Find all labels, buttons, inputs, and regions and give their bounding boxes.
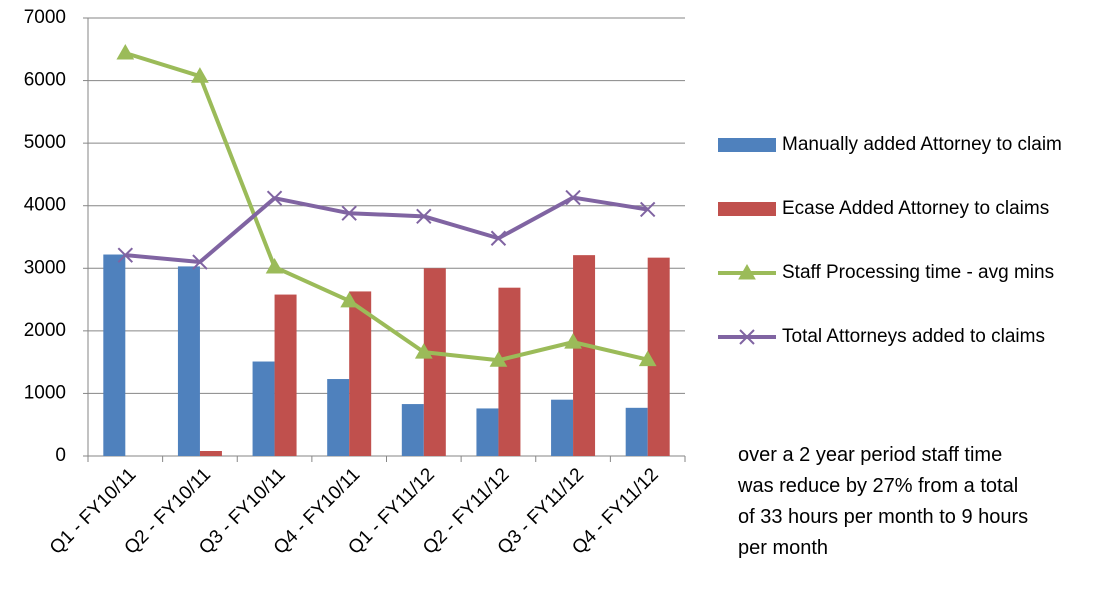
legend-label: Total Attorneys added to claims (782, 326, 1045, 347)
marker (416, 208, 432, 225)
bar (252, 361, 275, 456)
legend-swatch (718, 202, 776, 216)
bar (327, 379, 350, 456)
marker (191, 67, 209, 83)
marker (341, 205, 357, 221)
marker (340, 291, 359, 308)
bar (423, 268, 446, 456)
y-tick-label: 6000 (24, 70, 66, 91)
bar (498, 287, 521, 456)
y-tick-label: 0 (55, 445, 66, 466)
bar (349, 291, 372, 456)
bar (199, 450, 222, 456)
bar (647, 257, 670, 456)
y-tick-label: 1000 (24, 382, 66, 403)
bar (573, 255, 596, 456)
y-tick-label: 3000 (24, 257, 66, 278)
marker (414, 343, 433, 359)
marker (116, 44, 135, 60)
marker (266, 190, 283, 206)
bar (401, 404, 424, 456)
line (125, 195, 649, 265)
legend-label: Ecase Added Attorney to claims (782, 198, 1050, 219)
bar (625, 407, 648, 456)
bar (177, 266, 200, 456)
annotation: over a 2 year period staff time was redu… (738, 444, 1029, 559)
marker (564, 333, 582, 349)
legend-marker (738, 263, 756, 280)
marker (639, 201, 656, 218)
bar (274, 294, 297, 456)
bar (103, 254, 126, 456)
legend-label: Staff Processing time - avg mins (782, 262, 1055, 283)
bar (551, 399, 574, 456)
y-tick-label: 7000 (24, 7, 66, 28)
legend-marker (739, 329, 755, 345)
y-tick-label: 2000 (24, 320, 66, 341)
legend-label: Manually added Attorney to claim (782, 134, 1062, 155)
marker (490, 230, 507, 246)
bar (476, 408, 499, 456)
y-tick-label: 5000 (24, 132, 66, 153)
legend-swatch (718, 138, 776, 152)
marker (117, 247, 134, 263)
line (124, 51, 649, 363)
marker (192, 254, 208, 270)
marker (265, 258, 284, 274)
marker (638, 350, 657, 367)
y-tick-label: 4000 (24, 195, 66, 216)
marker (489, 351, 508, 367)
marker (565, 189, 581, 206)
